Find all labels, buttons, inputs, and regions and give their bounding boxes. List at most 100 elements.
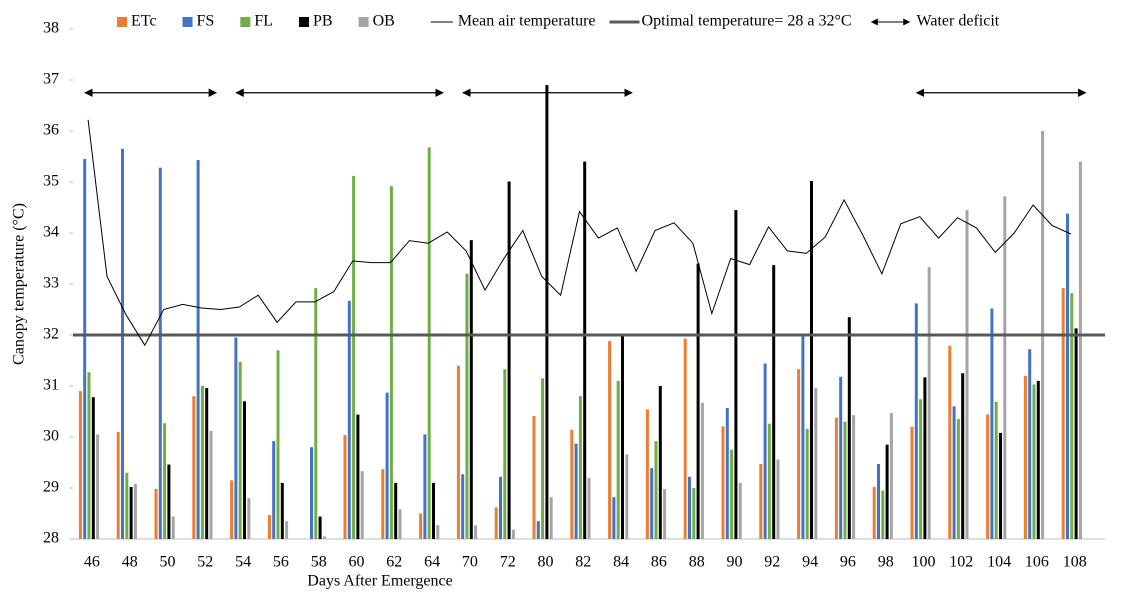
bar [1074, 328, 1078, 539]
x-tick-label: 54 [235, 554, 251, 571]
bar [192, 396, 196, 539]
bar [839, 376, 843, 539]
bar [511, 529, 515, 539]
bar [167, 464, 171, 539]
legend-swatch [117, 17, 127, 27]
x-tick-label: 56 [273, 554, 289, 571]
bar [692, 488, 696, 539]
x-tick-label: 70 [462, 554, 478, 571]
bar [1078, 161, 1082, 539]
x-tick-label: 72 [500, 554, 516, 571]
bar [583, 161, 587, 539]
bar [398, 509, 402, 539]
bar [1061, 288, 1065, 539]
bar [385, 392, 389, 539]
x-tick-label: 52 [197, 554, 213, 571]
x-tick-label: 82 [575, 554, 591, 571]
bar [310, 447, 313, 539]
bar [133, 483, 137, 539]
x-tick-label: 108 [1063, 554, 1087, 571]
x-tick-label: 46 [84, 554, 100, 571]
bar [1023, 375, 1027, 539]
y-tick-label: 37 [43, 71, 59, 88]
bar [612, 497, 616, 539]
bar [847, 317, 851, 539]
bar [389, 186, 393, 539]
bar [343, 434, 347, 539]
bar [738, 482, 742, 539]
bar [247, 498, 251, 539]
x-tick-label: 94 [802, 554, 818, 571]
x-tick-label: 92 [764, 554, 780, 571]
bar [78, 391, 82, 539]
bar [234, 337, 238, 539]
bar [318, 516, 322, 539]
legend-label: ETc [131, 13, 157, 30]
y-tick-label: 30 [43, 428, 59, 445]
bar [243, 401, 246, 539]
bar [125, 472, 129, 539]
bar [121, 148, 124, 539]
bar [171, 516, 175, 539]
bar [914, 303, 918, 539]
bar [759, 464, 763, 539]
bar [767, 423, 771, 539]
bar [965, 210, 969, 540]
bar [616, 380, 620, 539]
bar [272, 441, 276, 539]
x-axis-label: Days After Emergence [307, 573, 452, 590]
bar [721, 426, 725, 539]
bar [285, 521, 289, 539]
bar [1036, 380, 1040, 539]
bar [503, 369, 507, 539]
bar [923, 377, 927, 539]
bar [814, 388, 818, 539]
legend-label: FS [197, 13, 215, 30]
bar [910, 426, 914, 539]
bar [608, 341, 612, 539]
x-tick-label: 84 [613, 554, 629, 571]
bar [469, 240, 473, 539]
bar [994, 401, 998, 539]
legend-label: Water deficit [917, 13, 1000, 30]
bar [843, 421, 847, 539]
legend-swatch [358, 17, 369, 27]
x-tick-label: 48 [122, 554, 138, 571]
y-tick-label: 29 [43, 479, 59, 496]
bar [578, 396, 582, 539]
bar [205, 388, 209, 539]
bar [230, 480, 234, 539]
bar [658, 386, 662, 539]
legend-label: Optimal temperature= 28 a 32°C [642, 13, 852, 30]
bar [877, 464, 880, 539]
x-tick-label: 102 [949, 554, 973, 571]
bar [352, 175, 356, 539]
bar [1070, 293, 1074, 539]
y-tick-label: 28 [43, 530, 59, 547]
bar [645, 409, 649, 539]
bar [1032, 384, 1036, 539]
bar [163, 423, 167, 539]
bar [419, 513, 423, 539]
x-tick-label: 50 [160, 554, 176, 571]
legend-swatch [240, 17, 251, 27]
bar [986, 414, 990, 539]
bar [805, 428, 809, 539]
bar [688, 476, 691, 539]
bar [474, 525, 478, 539]
bar [797, 369, 801, 539]
bar [158, 167, 162, 539]
bar [209, 430, 213, 539]
bar [570, 429, 574, 539]
x-tick-label: 58 [311, 554, 327, 571]
bar [650, 468, 654, 539]
legend-label: PB [313, 13, 333, 30]
y-tick-label: 35 [43, 173, 59, 190]
bar [545, 85, 549, 539]
x-tick-label: 106 [1025, 554, 1049, 571]
bar [654, 441, 658, 539]
legend-label: FL [254, 13, 273, 30]
bar [927, 267, 931, 539]
